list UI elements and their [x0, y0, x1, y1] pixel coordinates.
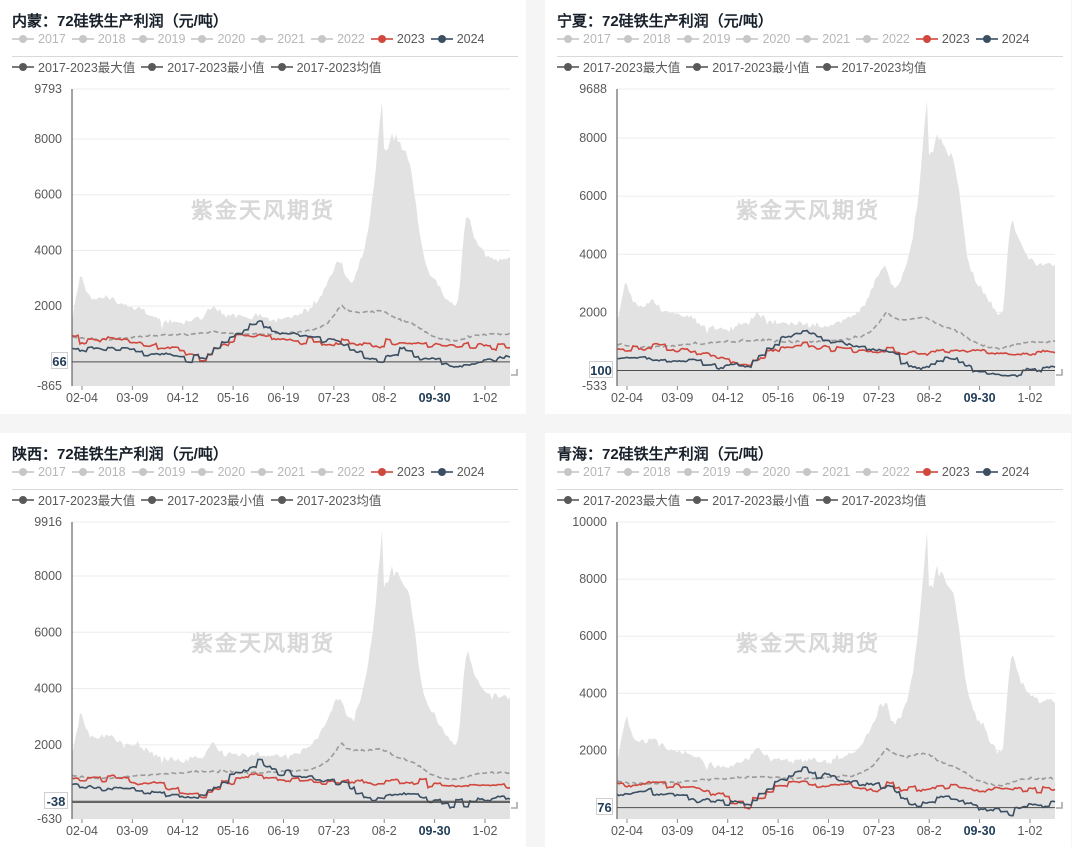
svg-text:04-12: 04-12 [167, 391, 199, 405]
svg-text:8000: 8000 [34, 569, 62, 583]
svg-text:2000: 2000 [579, 305, 607, 319]
svg-text:06-19: 06-19 [812, 824, 844, 838]
svg-text:04-12: 04-12 [167, 824, 199, 838]
svg-text:07-23: 07-23 [863, 391, 895, 405]
svg-text:8000: 8000 [34, 132, 62, 146]
svg-text:07-23: 07-23 [863, 824, 895, 838]
svg-text:9793: 9793 [34, 82, 62, 96]
svg-text:8000: 8000 [579, 131, 607, 145]
svg-text:06-19: 06-19 [267, 824, 299, 838]
svg-text:02-04: 02-04 [66, 391, 98, 405]
svg-text:05-16: 05-16 [217, 824, 249, 838]
svg-text:07-23: 07-23 [318, 391, 350, 405]
svg-text:02-04: 02-04 [611, 391, 643, 405]
svg-text:09-30: 09-30 [419, 824, 451, 838]
svg-text:4000: 4000 [34, 682, 62, 696]
svg-text:03-09: 03-09 [116, 824, 148, 838]
svg-text:4000: 4000 [579, 247, 607, 261]
svg-text:05-16: 05-16 [762, 824, 794, 838]
svg-text:1-02: 1-02 [1017, 391, 1042, 405]
svg-text:-865: -865 [37, 379, 62, 393]
svg-text:02-04: 02-04 [611, 824, 643, 838]
svg-text:05-16: 05-16 [762, 391, 794, 405]
svg-text:4000: 4000 [579, 686, 607, 700]
svg-text:09-30: 09-30 [964, 391, 996, 405]
svg-text:07-23: 07-23 [318, 824, 350, 838]
svg-text:8000: 8000 [579, 572, 607, 586]
svg-text:4000: 4000 [34, 243, 62, 257]
svg-text:1-02: 1-02 [472, 391, 497, 405]
svg-text:-533: -533 [582, 379, 607, 393]
svg-text:06-19: 06-19 [267, 391, 299, 405]
svg-text:1-02: 1-02 [1017, 824, 1042, 838]
svg-text:04-12: 04-12 [712, 824, 744, 838]
svg-text:09-30: 09-30 [964, 824, 996, 838]
svg-text:2000: 2000 [579, 743, 607, 757]
svg-text:03-09: 03-09 [661, 391, 693, 405]
svg-text:03-09: 03-09 [116, 391, 148, 405]
svg-text:2000: 2000 [34, 299, 62, 313]
svg-text:1-02: 1-02 [472, 824, 497, 838]
svg-text:02-04: 02-04 [66, 824, 98, 838]
svg-text:08-2: 08-2 [372, 391, 397, 405]
svg-text:08-2: 08-2 [917, 391, 942, 405]
svg-text:9688: 9688 [579, 82, 607, 96]
svg-text:-630: -630 [37, 812, 62, 826]
svg-text:08-2: 08-2 [917, 824, 942, 838]
svg-text:2000: 2000 [34, 738, 62, 752]
svg-text:09-30: 09-30 [419, 391, 451, 405]
svg-text:9916: 9916 [34, 515, 62, 529]
svg-text:04-12: 04-12 [712, 391, 744, 405]
svg-text:06-19: 06-19 [812, 391, 844, 405]
svg-text:05-16: 05-16 [217, 391, 249, 405]
svg-text:03-09: 03-09 [661, 824, 693, 838]
svg-text:08-2: 08-2 [372, 824, 397, 838]
svg-text:10000: 10000 [572, 515, 607, 529]
